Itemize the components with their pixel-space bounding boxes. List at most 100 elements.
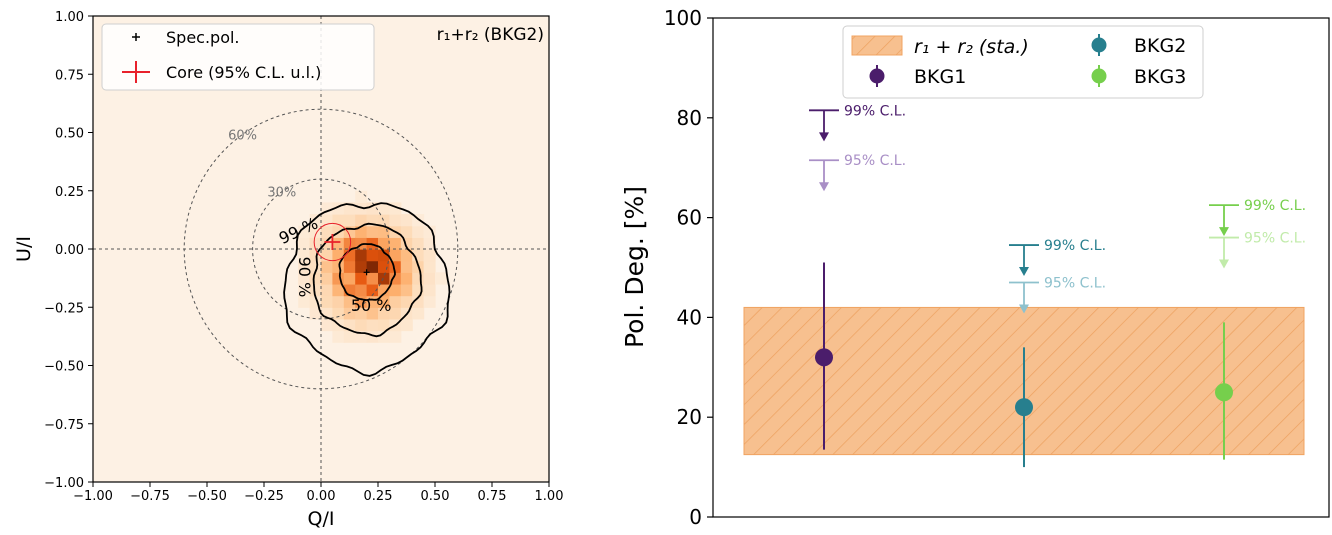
heatmap-cell — [366, 249, 379, 262]
upper-limit-label: 99% C.L. — [844, 103, 906, 119]
heatmap-cell — [389, 237, 402, 250]
right-y-axis-label: Pol. Deg. [%] — [620, 186, 649, 348]
heatmap-cell — [332, 272, 345, 285]
y-tick-label: 0.25 — [55, 185, 84, 200]
right-legend-box — [842, 25, 1204, 99]
legend-bkg3-marker — [1091, 65, 1107, 87]
x-tick-label: −1.00 — [73, 489, 113, 504]
y-tick-label: 0.75 — [55, 68, 84, 83]
right-axis-ticks: 0 20 40 60 80 100 — [664, 6, 713, 529]
heatmap-cell — [423, 295, 436, 308]
heatmap-cell — [400, 214, 413, 227]
left-panel: 30%60% 50 %90 %99 % −1.00 −0.75 −0.50 −0.25… — [13, 10, 563, 530]
left-x-axis-label: Q/I — [308, 508, 335, 530]
heatmap-cell — [378, 237, 390, 250]
right-plot-frame — [712, 17, 1330, 518]
heatmap-cell — [378, 260, 390, 273]
left-markers — [313, 222, 370, 276]
x-tick-label: 0.75 — [478, 489, 507, 504]
left-legend: Spec.pol. Core (95% C.L. u.l.) — [101, 23, 375, 91]
heatmap-cell — [423, 260, 436, 273]
pol-deg-points — [815, 262, 1233, 468]
legend-bkg2-marker — [1091, 34, 1107, 56]
heatmap-cell — [366, 272, 379, 285]
heatmap-cell — [378, 272, 390, 285]
upper-limit-markers: 99% C.L. 95% C.L. 99% C.L. 95% C.L. 99% C.L.… — [809, 103, 1306, 314]
upper-limit-arrowhead — [1219, 259, 1229, 269]
heatmap-cell — [343, 260, 356, 273]
heatmap-cell — [423, 283, 436, 297]
heatmap-cell — [389, 295, 402, 308]
right-y-tick-label: 0 — [689, 505, 702, 529]
heatmap-cell — [298, 237, 311, 250]
heatmap-cell — [355, 214, 368, 227]
reference-circle-label: 60% — [228, 128, 257, 143]
heatmap-cell — [378, 307, 390, 320]
heatmap-cell — [309, 260, 322, 273]
heatmap-cell — [355, 307, 368, 320]
data-point — [815, 348, 833, 367]
right-y-tick-label: 20 — [677, 405, 702, 429]
upper-limit-arrowhead — [819, 132, 829, 142]
contour-label: 90 % — [295, 257, 314, 298]
x-tick-label: −0.25 — [244, 489, 284, 504]
heatmap-cell — [298, 260, 311, 273]
heatmap-cell — [298, 283, 311, 297]
upper-limit-label: 95% C.L. — [1244, 231, 1306, 247]
heatmap-cell — [366, 237, 379, 250]
left-legend-box — [101, 23, 375, 91]
heatmap-cell — [366, 260, 379, 273]
heatmap-cell — [298, 225, 311, 238]
heatmap-cell — [412, 272, 425, 285]
heatmap-cell — [321, 318, 333, 332]
heatmap-cell — [378, 225, 390, 238]
heatmap-cell — [309, 307, 322, 320]
heatmap-cell — [400, 225, 413, 238]
heatmap-cell — [389, 307, 402, 320]
heatmap-cell — [355, 260, 368, 273]
heatmap-cell — [332, 237, 345, 250]
heatmap-cell — [412, 225, 425, 238]
heatmap-cell — [321, 283, 333, 297]
heatmap-cell — [309, 237, 322, 250]
heatmap-cell — [355, 272, 368, 285]
heatmap-cell — [309, 225, 322, 238]
heatmap-cell — [378, 214, 390, 227]
heatmap-cell — [423, 272, 436, 285]
heatmap-cell — [298, 272, 311, 285]
heatmap-cell — [378, 295, 390, 308]
heatmap-cell — [378, 318, 390, 332]
upper-limit-label: 99% C.L. — [1244, 198, 1306, 214]
heatmap-cell — [343, 330, 356, 343]
heatmap-cell — [366, 225, 379, 238]
left-y-axis-label: U/I — [13, 236, 35, 262]
y-tick-label: 1.00 — [55, 10, 84, 25]
upper-limit-arrowhead — [1019, 304, 1029, 314]
x-tick-label: 1.00 — [535, 489, 564, 504]
confidence-contour — [338, 243, 396, 301]
data-point — [1015, 398, 1033, 417]
right-y-tick-label: 60 — [677, 206, 702, 230]
panel-annotation: r₁+r₂ (BKG2) — [437, 25, 544, 45]
data-point — [1215, 383, 1233, 402]
heatmap-cell — [378, 283, 390, 297]
heatmap-cell — [332, 260, 345, 273]
reference-circle-label: 30% — [267, 186, 296, 201]
heatmap-cell — [321, 272, 333, 285]
heatmap-cell — [423, 237, 436, 250]
legend-bkg3-label: BKG3 — [1134, 66, 1186, 88]
heatmap-cell — [298, 295, 311, 308]
heatmap-cell — [389, 272, 402, 285]
legend-spec-pol-label: Spec.pol. — [166, 28, 240, 47]
heatmap-cell — [309, 272, 322, 285]
legend-bkg1-marker — [869, 65, 885, 87]
y-tick-label: 0.00 — [55, 243, 84, 258]
legend-core-label: Core (95% C.L. u.l.) — [166, 63, 321, 82]
heatmap-cell — [343, 307, 356, 320]
heatmap-cell — [400, 260, 413, 273]
right-y-tick-label: 100 — [664, 6, 702, 30]
confidence-contour — [312, 222, 423, 338]
heatmap-cell — [309, 214, 322, 227]
